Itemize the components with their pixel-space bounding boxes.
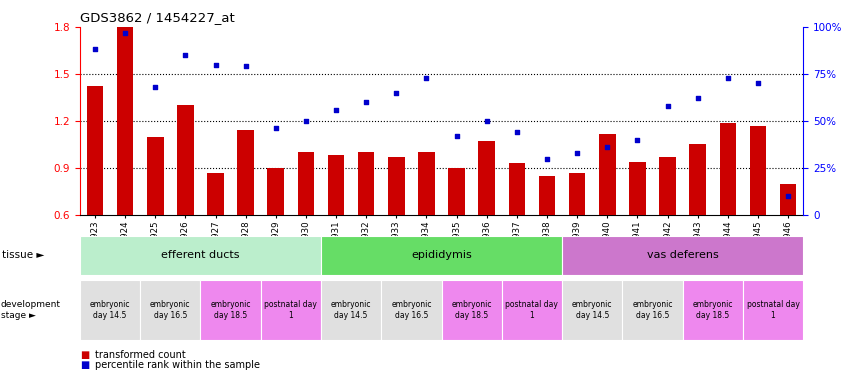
Point [389, 90, 403, 96]
Bar [388, 157, 405, 215]
Point [269, 126, 283, 132]
Bar [177, 105, 193, 215]
Bar [690, 144, 706, 215]
Point [751, 80, 764, 86]
Point [600, 144, 614, 151]
Bar [743, 280, 803, 340]
Point [88, 46, 102, 53]
Bar [237, 131, 254, 215]
Bar [418, 152, 435, 215]
Bar [298, 152, 315, 215]
Text: postnatal day
1: postnatal day 1 [505, 300, 558, 320]
Point [570, 150, 584, 156]
Point [450, 133, 463, 139]
Bar [80, 280, 140, 340]
Bar [562, 236, 803, 275]
Point [119, 30, 132, 36]
Text: embryonic
day 16.5: embryonic day 16.5 [391, 300, 431, 320]
Bar [207, 173, 224, 215]
Bar [780, 184, 796, 215]
Bar [720, 122, 736, 215]
Point [420, 74, 433, 81]
Text: development
stage ►: development stage ► [1, 300, 61, 320]
Bar [267, 168, 284, 215]
Bar [622, 280, 683, 340]
Bar [683, 280, 743, 340]
Bar [629, 162, 646, 215]
Point [359, 99, 373, 105]
Bar [569, 173, 585, 215]
Bar [509, 163, 525, 215]
Point [149, 84, 162, 90]
Bar [749, 126, 766, 215]
Point [721, 74, 734, 81]
Text: embryonic
day 14.5: embryonic day 14.5 [572, 300, 612, 320]
Text: embryonic
day 16.5: embryonic day 16.5 [632, 300, 673, 320]
Text: epididymis: epididymis [411, 250, 472, 260]
Point [178, 52, 192, 58]
Text: postnatal day
1: postnatal day 1 [264, 300, 317, 320]
Text: embryonic
day 18.5: embryonic day 18.5 [210, 300, 251, 320]
Bar [321, 280, 381, 340]
Point [330, 107, 343, 113]
Point [209, 61, 222, 68]
Bar [599, 134, 616, 215]
Text: embryonic
day 14.5: embryonic day 14.5 [331, 300, 372, 320]
Text: ■: ■ [80, 350, 89, 360]
Text: efferent ducts: efferent ducts [161, 250, 240, 260]
Point [299, 118, 313, 124]
Bar [328, 156, 344, 215]
Bar [147, 137, 163, 215]
Bar [502, 280, 562, 340]
Point [781, 193, 795, 199]
Bar [539, 176, 555, 215]
Bar [659, 157, 676, 215]
Text: transformed count: transformed count [95, 350, 186, 360]
Text: embryonic
day 16.5: embryonic day 16.5 [150, 300, 191, 320]
Bar [479, 141, 495, 215]
Bar [200, 280, 261, 340]
Bar [442, 280, 502, 340]
Bar [448, 168, 465, 215]
Bar [381, 280, 442, 340]
Text: vas deferens: vas deferens [647, 250, 718, 260]
Bar [87, 86, 103, 215]
Point [540, 156, 553, 162]
Text: embryonic
day 18.5: embryonic day 18.5 [452, 300, 492, 320]
Text: percentile rank within the sample: percentile rank within the sample [95, 360, 260, 370]
Point [239, 63, 252, 70]
Point [691, 95, 705, 101]
Bar [117, 27, 134, 215]
Bar [321, 236, 562, 275]
Bar [80, 236, 321, 275]
Point [510, 129, 524, 135]
Point [480, 118, 494, 124]
Bar [562, 280, 622, 340]
Point [661, 103, 674, 109]
Bar [261, 280, 321, 340]
Bar [358, 152, 374, 215]
Bar [140, 280, 200, 340]
Text: postnatal day
1: postnatal day 1 [747, 300, 800, 320]
Text: tissue ►: tissue ► [2, 250, 44, 260]
Text: embryonic
day 14.5: embryonic day 14.5 [90, 300, 130, 320]
Text: embryonic
day 18.5: embryonic day 18.5 [692, 300, 733, 320]
Point [631, 137, 644, 143]
Text: GDS3862 / 1454227_at: GDS3862 / 1454227_at [80, 11, 235, 24]
Text: ■: ■ [80, 360, 89, 370]
